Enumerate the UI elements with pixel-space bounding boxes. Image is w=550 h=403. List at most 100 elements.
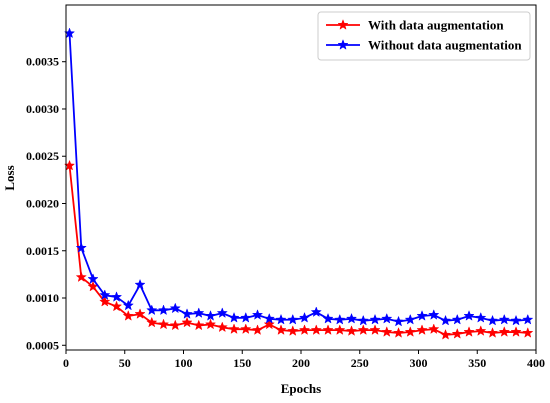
- data-point-without-augmentation: [298, 311, 311, 323]
- data-point-without-augmentation: [369, 313, 381, 325]
- x-axis-ticks: 0 50 100 150 200 250 300 350 400: [63, 350, 545, 370]
- data-point-without-augmentation: [381, 312, 393, 324]
- data-point-without-augmentation: [334, 313, 346, 325]
- data-point-without-augmentation: [122, 299, 134, 311]
- data-point-without-augmentation: [404, 313, 416, 325]
- data-point-with-augmentation: [75, 271, 87, 283]
- data-point-without-augmentation: [345, 312, 358, 324]
- y-axis-label: Loss: [2, 165, 17, 190]
- data-point-with-augmentation: [486, 327, 499, 338]
- data-point-without-augmentation: [510, 314, 522, 326]
- y-tick-label: 0.0020: [26, 196, 59, 210]
- marks-layer: [63, 27, 534, 340]
- data-point-with-augmentation: [322, 324, 334, 335]
- data-point-with-augmentation: [439, 328, 452, 340]
- data-point-without-augmentation: [251, 309, 264, 320]
- data-point-with-augmentation: [381, 326, 393, 337]
- data-point-without-augmentation: [204, 310, 217, 321]
- data-point-with-augmentation: [251, 324, 264, 335]
- y-tick-label: 0.0010: [26, 291, 59, 305]
- data-point-without-augmentation: [110, 291, 123, 302]
- y-tick-label: 0.0015: [26, 244, 59, 258]
- legend-label-with-augmentation: With data augmentation: [368, 18, 504, 33]
- data-point-with-augmentation: [451, 328, 463, 339]
- data-point-with-augmentation: [157, 318, 170, 330]
- data-point-without-augmentation: [463, 310, 475, 321]
- data-point-without-augmentation: [486, 314, 499, 326]
- y-tick-label: 0.0030: [26, 102, 59, 116]
- data-point-without-augmentation: [263, 312, 275, 324]
- data-point-without-augmentation: [75, 242, 87, 253]
- data-point-without-augmentation: [287, 313, 299, 325]
- series-with-augmentation: [63, 159, 534, 340]
- data-point-with-augmentation: [204, 318, 217, 330]
- data-point-with-augmentation: [240, 323, 252, 334]
- legend-marker-with-augmentation: [337, 19, 349, 30]
- data-point-without-augmentation: [193, 307, 205, 318]
- data-point-with-augmentation: [146, 316, 158, 328]
- x-tick-label: 200: [292, 356, 310, 370]
- y-axis-ticks: 0.0005 0.0010 0.0015 0.0020 0.0025 0.0030 0.00…: [26, 55, 66, 352]
- data-point-without-augmentation: [428, 309, 440, 320]
- legend-marker-without-augmentation: [337, 39, 349, 50]
- data-point-with-augmentation: [345, 325, 358, 336]
- data-point-without-augmentation: [322, 312, 334, 324]
- data-point-with-augmentation: [122, 310, 134, 321]
- data-point-with-augmentation: [463, 326, 475, 337]
- data-point-with-augmentation: [334, 324, 346, 335]
- legend: With data augmentation Without data augme…: [317, 11, 531, 61]
- data-point-with-augmentation: [287, 325, 299, 336]
- y-tick-label: 0.0035: [26, 55, 59, 69]
- legend-label-without-augmentation: Without data augmentation: [368, 38, 522, 53]
- series-line-without-augmentation: [68, 33, 528, 323]
- y-tick-label: 0.0005: [26, 338, 59, 352]
- data-point-without-augmentation: [498, 313, 510, 325]
- data-point-without-augmentation: [99, 289, 111, 300]
- data-point-with-augmentation: [181, 316, 193, 328]
- data-point-with-augmentation: [498, 326, 510, 337]
- data-point-with-augmentation: [275, 324, 287, 335]
- data-point-without-augmentation: [134, 278, 146, 290]
- x-tick-label: 100: [175, 356, 193, 370]
- data-point-with-augmentation: [298, 324, 311, 335]
- data-point-without-augmentation: [169, 302, 181, 314]
- data-point-without-augmentation: [216, 307, 228, 318]
- data-point-without-augmentation: [228, 311, 240, 323]
- x-tick-label: 250: [351, 356, 369, 370]
- data-point-with-augmentation: [369, 324, 381, 335]
- data-point-without-augmentation: [157, 304, 170, 316]
- data-point-with-augmentation: [99, 295, 111, 307]
- x-tick-label: 400: [527, 356, 545, 370]
- data-point-with-augmentation: [416, 324, 428, 335]
- x-tick-label: 0: [63, 356, 69, 370]
- data-point-without-augmentation: [475, 311, 487, 323]
- data-point-with-augmentation: [522, 327, 534, 338]
- x-tick-label: 350: [468, 356, 486, 370]
- legend-entries: With data augmentation Without data augme…: [326, 18, 522, 53]
- data-point-without-augmentation: [522, 313, 534, 325]
- data-point-without-augmentation: [392, 315, 405, 327]
- data-point-with-augmentation: [134, 308, 146, 319]
- data-point-with-augmentation: [392, 327, 405, 338]
- x-tick-label: 150: [233, 356, 251, 370]
- x-axis-label: Epochs: [281, 381, 321, 396]
- y-tick-label: 0.0025: [26, 149, 59, 163]
- data-point-without-augmentation: [87, 273, 99, 284]
- data-point-with-augmentation: [110, 300, 123, 312]
- data-point-with-augmentation: [193, 319, 205, 331]
- series-line-with-augmentation: [68, 165, 528, 336]
- data-point-with-augmentation: [228, 323, 240, 334]
- legend-box: [317, 11, 531, 61]
- data-point-without-augmentation: [439, 314, 452, 326]
- data-point-with-augmentation: [216, 321, 228, 333]
- x-tick-label: 50: [119, 356, 131, 370]
- data-point-without-augmentation: [275, 313, 287, 325]
- data-point-with-augmentation: [510, 326, 522, 337]
- x-tick-label: 300: [410, 356, 428, 370]
- data-point-with-augmentation: [169, 319, 181, 331]
- data-point-without-augmentation: [310, 306, 322, 317]
- data-point-with-augmentation: [263, 318, 275, 330]
- data-point-without-augmentation: [240, 311, 252, 323]
